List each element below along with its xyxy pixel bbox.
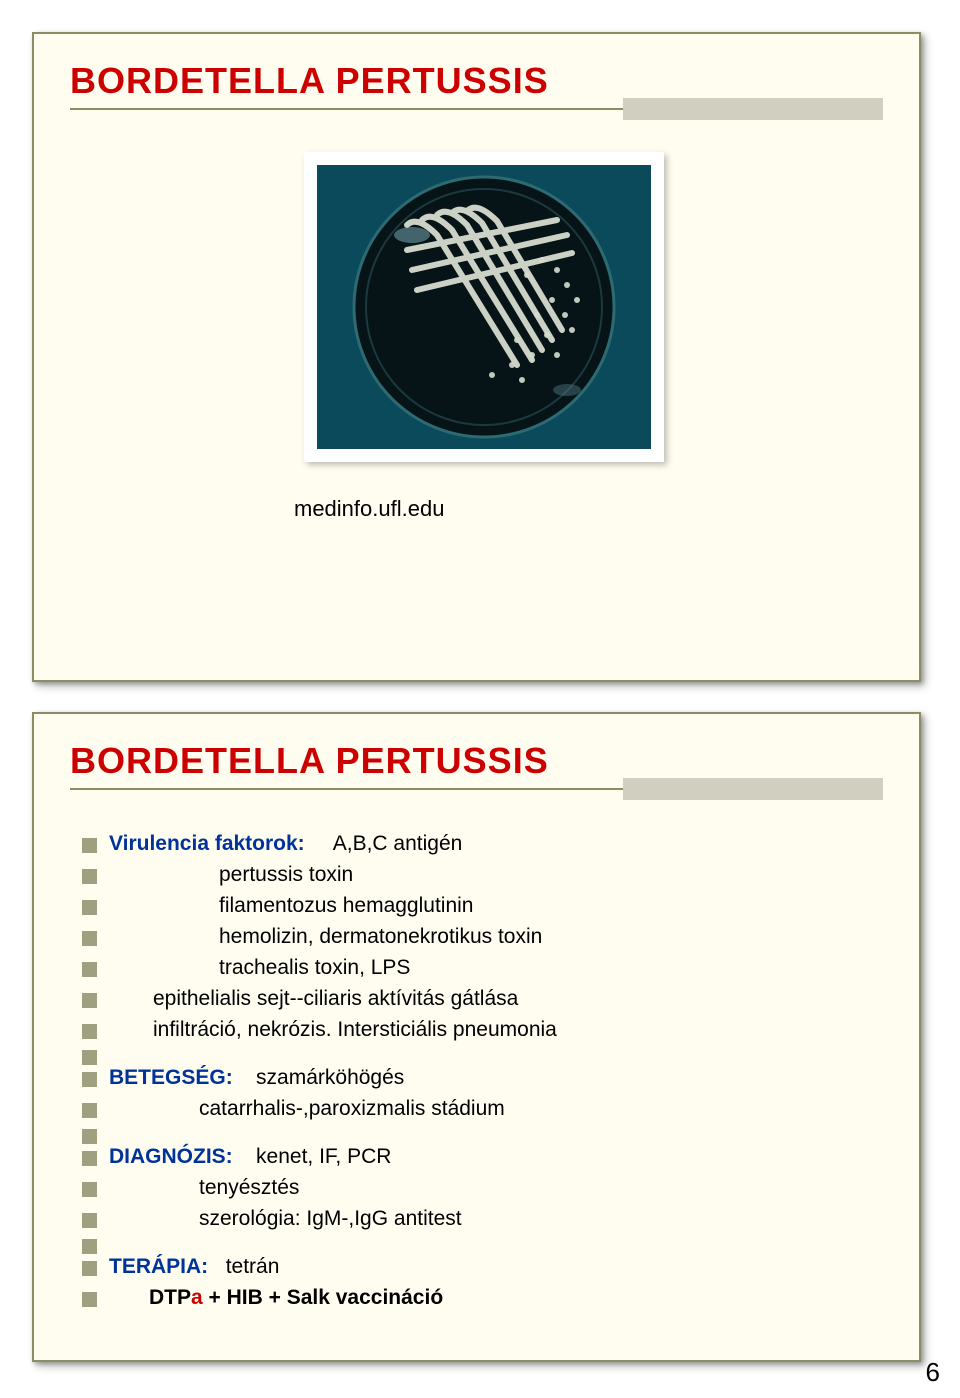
value: DTP	[149, 1286, 191, 1309]
value: kenet, IF, PCR	[256, 1145, 391, 1168]
list-item	[82, 1126, 883, 1141]
label: Virulencia faktorok:	[109, 832, 305, 855]
bullet-icon	[82, 993, 97, 1008]
bullet-icon	[82, 1239, 97, 1254]
list-item: DTPa + HIB + Salk vaccináció	[82, 1284, 883, 1313]
list-item: TERÁPIA: tetrán	[82, 1253, 883, 1282]
image-caption: medinfo.ufl.edu	[294, 496, 444, 522]
bullet-icon	[82, 1182, 97, 1197]
value: a	[191, 1286, 203, 1309]
text: TERÁPIA: tetrán	[109, 1253, 279, 1282]
value: szerológia: IgM-,IgG antitest	[109, 1205, 462, 1234]
text: DTPa + HIB + Salk vaccináció	[109, 1284, 443, 1313]
petri-image-frame	[304, 152, 664, 462]
list-item: epithelialis sejt--ciliaris aktívitás gá…	[82, 985, 883, 1014]
title-shadow	[623, 98, 883, 120]
value: trachealis toxin, LPS	[109, 954, 410, 983]
bullet-icon	[82, 962, 97, 977]
page-number: 6	[926, 1357, 940, 1388]
bullet-icon	[82, 1072, 97, 1087]
list-item: tenyésztés	[82, 1174, 883, 1203]
label: TERÁPIA:	[109, 1255, 208, 1278]
value: filamentozus hemagglutinin	[109, 892, 473, 921]
value: hemolizin, dermatonekrotikus toxin	[109, 923, 542, 952]
bullet-icon	[82, 1050, 97, 1065]
slide-title: BORDETELLA PERTUSSIS	[70, 740, 883, 782]
title-area: BORDETELLA PERTUSSIS	[34, 714, 919, 790]
petri-dish-icon	[317, 165, 651, 449]
label: DIAGNÓZIS:	[109, 1145, 233, 1168]
list-item: filamentozus hemagglutinin	[82, 892, 883, 921]
value: catarrhalis-,paroxizmalis stádium	[109, 1095, 505, 1124]
value: + HIB + Salk vaccináció	[203, 1286, 443, 1309]
title-area: BORDETELLA PERTUSSIS	[34, 34, 919, 110]
slide-title: BORDETELLA PERTUSSIS	[70, 60, 883, 102]
bullet-icon	[82, 869, 97, 884]
bullet-icon	[82, 1261, 97, 1276]
list-item: BETEGSÉG: szamárköhögés	[82, 1064, 883, 1093]
slide-content: Virulencia faktorok: A,B,C antigén pertu…	[82, 830, 883, 1315]
value: tetrán	[226, 1255, 280, 1278]
list-item: infiltráció, nekrózis. Intersticiális pn…	[82, 1016, 883, 1045]
bullet-icon	[82, 1103, 97, 1118]
value: tenyésztés	[109, 1174, 299, 1203]
value: A,B,C antigén	[333, 832, 463, 855]
bullet-icon	[82, 838, 97, 853]
bullet-icon	[82, 931, 97, 946]
list-item: trachealis toxin, LPS	[82, 954, 883, 983]
value: infiltráció, nekrózis. Intersticiális pn…	[109, 1016, 557, 1045]
text: BETEGSÉG: szamárköhögés	[109, 1064, 404, 1093]
bullet-icon	[82, 1024, 97, 1039]
bullet-icon	[82, 900, 97, 915]
list-item: hemolizin, dermatonekrotikus toxin	[82, 923, 883, 952]
list-item: pertussis toxin	[82, 861, 883, 890]
list-item: DIAGNÓZIS: kenet, IF, PCR	[82, 1143, 883, 1172]
list-item	[82, 1236, 883, 1251]
bullet-icon	[82, 1151, 97, 1166]
label: BETEGSÉG:	[109, 1066, 233, 1089]
bullet-icon	[82, 1292, 97, 1307]
list-item: szerológia: IgM-,IgG antitest	[82, 1205, 883, 1234]
list-item: Virulencia faktorok: A,B,C antigén	[82, 830, 883, 859]
text: Virulencia faktorok: A,B,C antigén	[109, 830, 462, 859]
text: DIAGNÓZIS: kenet, IF, PCR	[109, 1143, 391, 1172]
value: epithelialis sejt--ciliaris aktívitás gá…	[109, 985, 518, 1014]
value: szamárköhögés	[256, 1066, 404, 1089]
title-shadow	[623, 778, 883, 800]
slide-2: BORDETELLA PERTUSSIS Virulencia faktorok…	[32, 712, 921, 1362]
list-item: catarrhalis-,paroxizmalis stádium	[82, 1095, 883, 1124]
value: pertussis toxin	[109, 861, 353, 890]
slide-1: BORDETELLA PERTUSSIS	[32, 32, 921, 682]
bullet-icon	[82, 1129, 97, 1144]
list-item	[82, 1047, 883, 1062]
bullet-icon	[82, 1213, 97, 1228]
